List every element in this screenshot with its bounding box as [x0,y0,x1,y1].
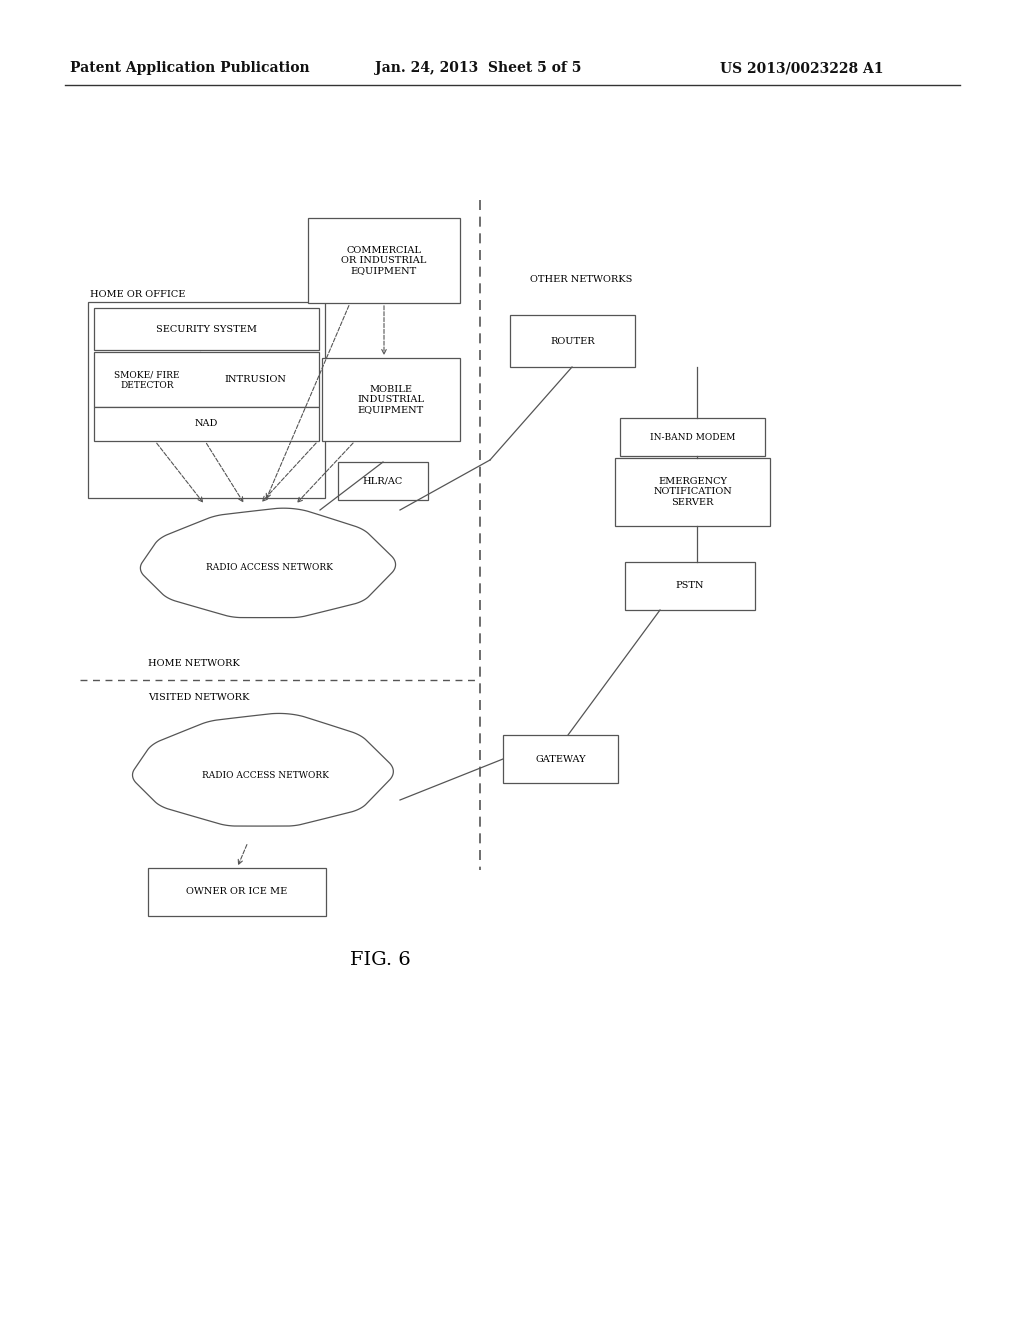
Bar [503,735,618,783]
Bar [94,308,319,350]
Text: NAD: NAD [195,420,218,429]
Text: FIG. 6: FIG. 6 [349,950,411,969]
Text: ROUTER: ROUTER [550,337,595,346]
Polygon shape [140,508,395,618]
Text: SECURITY SYSTEM: SECURITY SYSTEM [156,325,257,334]
Bar [308,218,460,304]
Text: MOBILE
INDUSTRIAL
EQUIPMENT: MOBILE INDUSTRIAL EQUIPMENT [357,384,425,414]
Text: HOME OR OFFICE: HOME OR OFFICE [90,290,185,300]
Text: GATEWAY: GATEWAY [536,755,586,763]
Text: IN-BAND MODEM: IN-BAND MODEM [650,433,735,441]
Bar [510,315,635,367]
Bar [338,462,428,500]
Text: VISITED NETWORK: VISITED NETWORK [148,693,250,702]
Text: RADIO ACCESS NETWORK: RADIO ACCESS NETWORK [202,771,329,780]
Bar [148,869,326,916]
Bar [322,358,460,441]
Text: US 2013/0023228 A1: US 2013/0023228 A1 [720,61,884,75]
Bar [94,352,319,407]
Text: PSTN: PSTN [676,582,705,590]
Polygon shape [132,713,393,826]
Bar [94,407,319,441]
Bar [620,418,765,455]
Text: COMMERCIAL
OR INDUSTRIAL
EQUIPMENT: COMMERCIAL OR INDUSTRIAL EQUIPMENT [341,246,427,276]
Bar [625,562,755,610]
Text: SMOKE/ FIRE
DETECTOR: SMOKE/ FIRE DETECTOR [115,371,180,389]
Bar [88,302,325,498]
Text: OWNER OR ICE ME: OWNER OR ICE ME [186,887,288,896]
Text: OTHER NETWORKS: OTHER NETWORKS [530,276,633,285]
Text: HLR/AC: HLR/AC [362,477,403,486]
Text: HOME NETWORK: HOME NETWORK [148,659,240,668]
Text: Patent Application Publication: Patent Application Publication [70,61,309,75]
Text: RADIO ACCESS NETWORK: RADIO ACCESS NETWORK [207,564,334,573]
Text: Jan. 24, 2013  Sheet 5 of 5: Jan. 24, 2013 Sheet 5 of 5 [375,61,582,75]
Bar [615,458,770,525]
Text: INTRUSION: INTRUSION [224,375,286,384]
Text: EMERGENCY
NOTIFICATION
SERVER: EMERGENCY NOTIFICATION SERVER [653,477,732,507]
